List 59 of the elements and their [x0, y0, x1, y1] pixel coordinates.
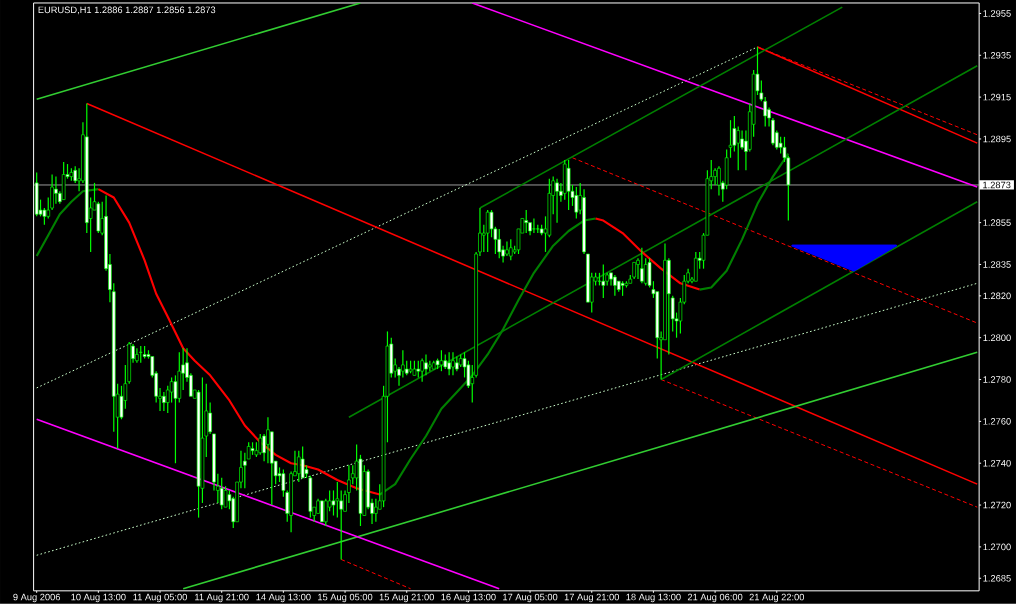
y-tick-label: 1.2760 — [983, 418, 1011, 425]
candlestick — [173, 374, 178, 464]
candlestick — [694, 251, 698, 282]
candlestick — [54, 176, 58, 205]
y-tick-label: 1.2935 — [983, 52, 1011, 59]
candlestick — [640, 247, 644, 285]
y-tick-label: 1.2820 — [983, 292, 1011, 300]
candlestick — [243, 452, 247, 490]
y-tick-label: 1.2720 — [983, 501, 1011, 509]
candlestick — [555, 178, 559, 224]
candlestick — [420, 358, 424, 383]
line-series — [97, 188, 381, 496]
candlestick — [297, 450, 301, 483]
x-tick-label: 14 Aug 13:00 — [256, 593, 311, 603]
x-tick-label: 18 Aug 13:00 — [626, 593, 681, 603]
candlestick — [219, 477, 224, 510]
candlestick — [424, 353, 428, 377]
candlestick — [763, 96, 767, 128]
y-tick-label: 1.2955 — [983, 10, 1011, 17]
y-tick-label: 1.2895 — [983, 135, 1011, 143]
x-tick-label: 15 Aug 21:00 — [379, 593, 435, 603]
y-tick-label: 1.2835 — [983, 261, 1011, 268]
x-tick-label: 9 Aug 2006 — [13, 593, 61, 603]
candlestick — [509, 238, 513, 261]
candlestick — [320, 500, 324, 523]
candlestick — [451, 351, 455, 377]
candlestick — [736, 125, 741, 172]
x-tick-label: 15 Aug 05:00 — [318, 593, 373, 603]
y-tick-label: 1.2685 — [983, 575, 1011, 582]
y-tick-label: 1.2700 — [983, 543, 1011, 551]
candlestick — [532, 217, 536, 234]
candlestick — [374, 498, 378, 523]
y-tick-label: 1.2855 — [983, 219, 1011, 227]
candlestick — [447, 351, 451, 377]
candlestick — [335, 481, 340, 519]
candlestick — [497, 228, 502, 259]
x-tick-label: 17 Aug 21:00 — [564, 593, 620, 603]
candlestick — [613, 274, 617, 297]
y-tick-label: 1.2915 — [983, 93, 1011, 101]
candlestick — [258, 433, 263, 456]
x-tick-label: 11 Aug 05:00 — [133, 593, 187, 603]
x-tick-label: 10 Aug 13:00 — [71, 593, 126, 603]
candlestick — [300, 445, 305, 479]
y-tick-label: 1.2780 — [983, 376, 1011, 383]
candlestick — [266, 416, 270, 464]
chart-title: EURUSD,H1 1.2886 1.2887 1.2856 1.2873 — [38, 6, 216, 15]
candlestick — [485, 209, 490, 253]
x-tick-label: 16 Aug 13:00 — [441, 593, 496, 603]
candlestick — [162, 391, 166, 412]
x-tick-label: 21 Aug 06:00 — [687, 593, 743, 603]
line-series — [35, 188, 100, 258]
x-tick-label: 17 Aug 05:00 — [503, 593, 558, 603]
x-tick-label: 11 Aug 21:00 — [195, 593, 249, 603]
y-tick-label: 1.2800 — [983, 334, 1011, 342]
candlestick — [505, 240, 509, 257]
y-tick-label: 1.2740 — [983, 460, 1011, 467]
ref-line-label: 1.2873 — [983, 181, 1011, 189]
x-tick-label: 21 Aug 22:00 — [749, 593, 805, 603]
candlestick — [574, 186, 579, 220]
